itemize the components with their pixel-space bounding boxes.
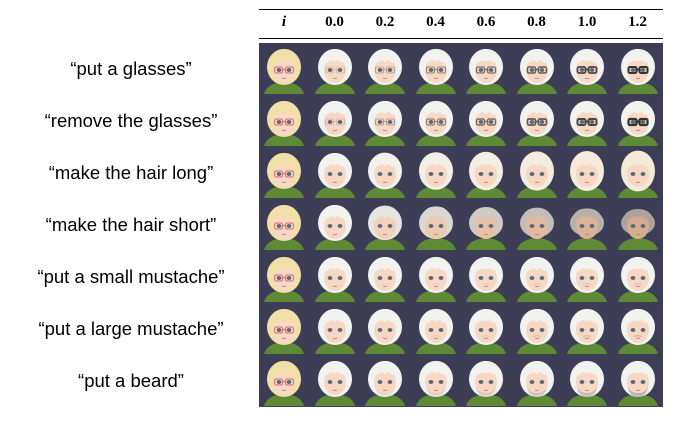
face-image-small-mustache-0-6 [461, 251, 511, 302]
face-image-beard-1-2 [612, 355, 663, 406]
face-image-hair-short-0-0 [309, 199, 360, 250]
face-image-glasses-on-0-4 [410, 43, 461, 94]
face-image-hair-short-0-4 [410, 199, 461, 250]
row-label-small-mustache: “put a small mustache” [37, 266, 225, 287]
row-label-hair-short: “make the hair short” [45, 214, 217, 235]
face-image-hair-short-0-8 [511, 199, 562, 250]
face-image-large-mustache-0-2 [360, 303, 410, 354]
face-image-large-mustache-0-8 [511, 303, 562, 354]
face-image-small-mustache-input [259, 251, 309, 302]
table-top-rule [259, 9, 663, 10]
face-image-hair-long-1-0 [562, 147, 612, 198]
face-image-hair-long-input [259, 147, 309, 198]
face-image-hair-long-0-0 [309, 147, 360, 198]
face-image-glasses-off-0-6 [461, 95, 511, 146]
face-image-hair-short-1-0 [562, 199, 612, 250]
row-label-hair-long: “make the hair long” [48, 162, 214, 183]
face-image-beard-0-2 [360, 355, 410, 406]
face-image-large-mustache-0-6 [461, 303, 511, 354]
face-image-glasses-off-1-0 [562, 95, 612, 146]
face-image-glasses-off-0-2 [360, 95, 410, 146]
face-image-hair-long-0-8 [511, 147, 562, 198]
column-header-1-2: 1.2 [628, 14, 647, 30]
face-image-small-mustache-1-0 [562, 251, 612, 302]
face-image-glasses-off-0-8 [511, 95, 562, 146]
column-header-0-2: 0.2 [375, 14, 395, 30]
face-image-large-mustache-1-0 [562, 303, 612, 354]
column-header-input: i [281, 14, 287, 30]
row-label-beard: “put a beard” [78, 370, 184, 391]
face-image-hair-long-0-6 [461, 147, 511, 198]
face-image-beard-0-4 [410, 355, 461, 406]
face-image-hair-short-1-2 [612, 199, 663, 250]
face-image-beard-0-6 [461, 355, 511, 406]
column-header-0-8: 0.8 [527, 14, 546, 30]
column-header-1-0: 1.0 [577, 14, 597, 30]
face-image-small-mustache-0-4 [410, 251, 461, 302]
face-image-hair-short-0-2 [360, 199, 410, 250]
face-image-glasses-on-0-2 [360, 43, 410, 94]
face-image-small-mustache-0-8 [511, 251, 562, 302]
face-image-large-mustache-1-2 [612, 303, 663, 354]
face-image-beard-input [259, 355, 309, 406]
face-image-beard-0-0 [309, 355, 360, 406]
face-image-glasses-on-input [259, 43, 309, 94]
face-image-hair-long-1-2 [612, 147, 663, 198]
face-image-glasses-off-0-0 [309, 95, 360, 146]
face-image-glasses-on-0-6 [461, 43, 511, 94]
face-image-hair-long-0-4 [410, 147, 461, 198]
row-label-glasses-off: “remove the glasses” [44, 110, 218, 131]
face-image-small-mustache-0-2 [360, 251, 410, 302]
face-image-beard-1-0 [562, 355, 612, 406]
row-label-large-mustache: “put a large mustache” [38, 318, 224, 339]
face-image-glasses-on-1-2 [612, 43, 663, 94]
face-image-hair-long-0-2 [360, 147, 410, 198]
column-header-0-0: 0.0 [325, 14, 344, 30]
row-label-glasses-on: “put a glasses” [70, 58, 192, 79]
face-image-glasses-on-0-8 [511, 43, 562, 94]
face-image-large-mustache-0-4 [410, 303, 461, 354]
face-image-glasses-off-0-4 [410, 95, 461, 146]
face-image-small-mustache-0-0 [309, 251, 360, 302]
face-image-glasses-off-input [259, 95, 309, 146]
face-image-glasses-off-1-2 [612, 95, 663, 146]
column-header-row: i 0.0 0.2 0.4 0.6 0.8 1.0 1.2 [259, 14, 663, 36]
face-image-large-mustache-input [259, 303, 309, 354]
face-image-large-mustache-0-0 [309, 303, 360, 354]
face-image-glasses-on-1-0 [562, 43, 612, 94]
column-header-0-4: 0.4 [426, 14, 445, 30]
table-header-rule [259, 38, 663, 39]
face-image-beard-0-8 [511, 355, 562, 406]
face-image-glasses-on-0-0 [309, 43, 360, 94]
face-image-small-mustache-1-2 [612, 251, 663, 302]
column-header-0-6: 0.6 [476, 14, 496, 30]
face-image-hair-short-input [259, 199, 309, 250]
face-image-hair-short-0-6 [461, 199, 511, 250]
